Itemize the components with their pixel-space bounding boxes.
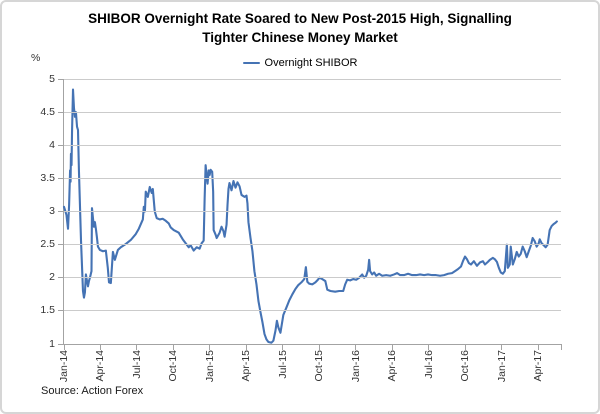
gridline — [64, 144, 561, 146]
source-note: Source: Action Forex — [41, 385, 144, 397]
y-axis-label: 4.5 — [40, 105, 55, 118]
y-axis-unit-label: % — [31, 52, 41, 64]
x-axis-label: Oct-15 — [313, 350, 326, 382]
x-axis-label: Jul-14 — [130, 350, 143, 379]
x-axis-label: Jan-15 — [203, 350, 216, 383]
x-axis-tick — [391, 344, 393, 350]
gridline — [64, 177, 561, 179]
y-axis-label: 1 — [49, 337, 55, 350]
legend-line-marker — [242, 61, 260, 65]
x-axis-tick — [99, 344, 101, 350]
x-axis-label: Apr-17 — [532, 350, 545, 382]
y-axis-tick — [58, 343, 63, 345]
chart-title-line2: Tighter Chinese Money Market — [202, 30, 398, 45]
x-axis-tick — [355, 344, 357, 350]
gridline — [64, 277, 561, 279]
y-axis-tick — [58, 310, 63, 312]
gridline — [64, 310, 561, 312]
x-axis-tick — [464, 344, 466, 350]
x-axis-label: Jan-16 — [349, 350, 362, 383]
x-axis-label: Apr-16 — [386, 350, 399, 382]
chart-title-line1: SHIBOR Overnight Rate Soared to New Post… — [88, 11, 512, 26]
x-axis-label: Oct-14 — [167, 350, 180, 382]
y-axis-label: 3.5 — [40, 171, 55, 184]
x-axis-label: Apr-15 — [240, 350, 253, 382]
x-axis-tick — [537, 344, 539, 350]
x-axis-label: Jul-15 — [276, 350, 289, 379]
legend-label: Overnight SHIBOR — [264, 57, 358, 69]
legend: Overnight SHIBOR — [2, 57, 598, 69]
line-chart-svg — [64, 79, 561, 344]
gridline — [64, 244, 561, 246]
gridline — [64, 111, 561, 113]
shibor-line-series — [64, 90, 557, 343]
x-axis-tick — [245, 344, 247, 350]
x-axis-tick — [501, 344, 503, 350]
gridline — [64, 78, 561, 80]
x-axis-tick — [63, 344, 65, 350]
plot-area — [63, 79, 561, 345]
gridline — [64, 211, 561, 212]
x-axis-tick — [560, 344, 562, 350]
y-axis-label: 2.5 — [40, 238, 55, 251]
y-axis-tick — [58, 144, 63, 146]
y-axis-label: 3 — [49, 205, 55, 217]
x-axis-tick — [318, 344, 320, 350]
x-axis-tick — [282, 344, 284, 350]
x-axis-label: Apr-14 — [94, 350, 107, 382]
y-axis-tick — [58, 277, 63, 279]
x-axis-tick — [428, 344, 430, 350]
chart-title: SHIBOR Overnight Rate Soared to New Post… — [2, 9, 598, 47]
y-axis-tick — [58, 211, 63, 212]
x-axis-label: Jan-14 — [58, 350, 70, 383]
y-axis-label: 5 — [49, 72, 55, 85]
y-axis-label: 4 — [49, 138, 55, 151]
y-axis-label: 1.5 — [40, 304, 55, 317]
x-axis-label: Jan-17 — [495, 350, 508, 383]
y-axis-tick — [58, 244, 63, 246]
x-axis-tick — [136, 344, 138, 350]
x-axis-tick — [172, 344, 174, 350]
x-axis-tick — [209, 344, 211, 350]
y-axis-label: 2 — [49, 271, 55, 284]
x-axis-label: Jul-16 — [422, 350, 435, 379]
x-axis-label: Oct-16 — [459, 350, 472, 382]
y-axis-tick — [58, 111, 63, 113]
y-axis-tick — [58, 78, 63, 80]
y-axis-tick — [58, 177, 63, 179]
